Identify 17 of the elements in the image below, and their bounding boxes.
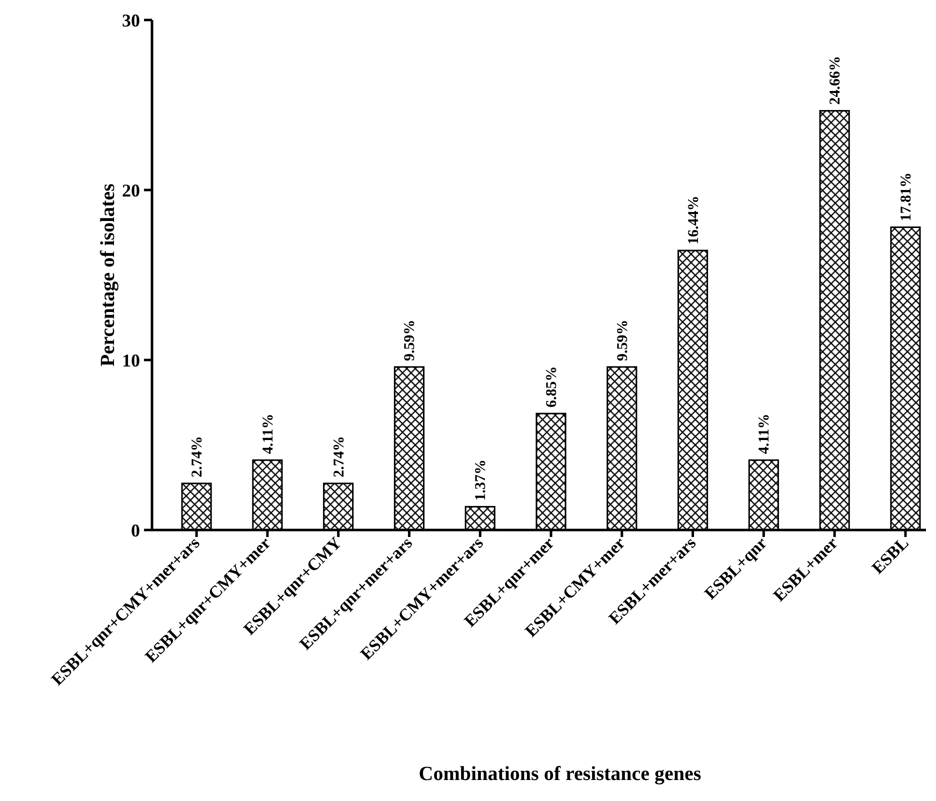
x-axis-title: Combinations of resistance genes: [418, 763, 702, 785]
data-label: 4.11%: [260, 414, 276, 454]
data-label: 9.59%: [402, 320, 418, 361]
y-tick-label: 0: [131, 520, 140, 540]
y-tick-label: 30: [122, 10, 140, 30]
data-label: 2.74%: [331, 436, 348, 478]
data-label: 6.85%: [544, 366, 560, 408]
data-label: 17.81%: [898, 172, 914, 222]
data-label: 2.74%: [190, 436, 206, 478]
data-label: 1.37%: [473, 459, 490, 501]
y-tick-label: 10: [122, 350, 140, 370]
y-tick-label: 20: [122, 180, 140, 200]
y-axis-title: Percentage of isolates: [97, 183, 119, 366]
data-label: 24.66%: [828, 56, 844, 105]
data-label: 4.11%: [756, 414, 773, 454]
data-label: 16.44%: [686, 196, 702, 245]
data-label: 9.59%: [614, 320, 631, 361]
